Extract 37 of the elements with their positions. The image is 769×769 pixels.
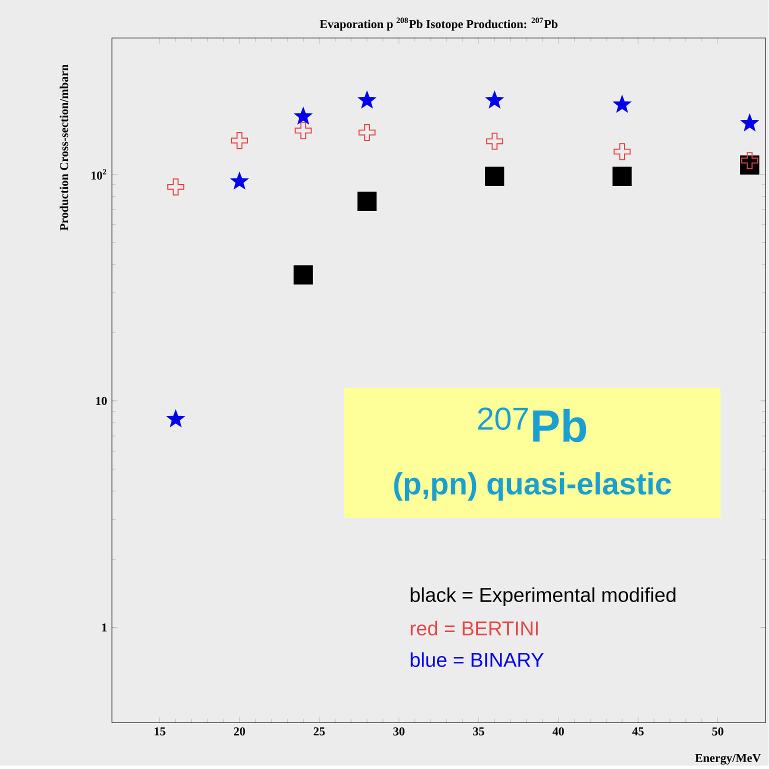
- point: [294, 122, 312, 140]
- point: [358, 192, 377, 211]
- y-tick-label: 10$^{2}$: [92, 169, 106, 180]
- x-tick-label: 25: [314, 727, 325, 736]
- point: [167, 178, 184, 196]
- point: [231, 132, 248, 150]
- point: [486, 132, 504, 150]
- x-tick-label: 50: [712, 727, 724, 736]
- x-tick-label: 20: [234, 727, 246, 736]
- point: [166, 410, 186, 428]
- x-tick-label: 30: [394, 727, 405, 736]
- point: [614, 143, 631, 160]
- text: blue = BINARY: [410, 652, 544, 667]
- text: red = BERTINI: [411, 620, 538, 636]
- y-tick-label: 10: [96, 396, 107, 405]
- annotation: (p,pn) quasi-elastic: [394, 472, 672, 501]
- point: [486, 90, 504, 108]
- point: [294, 106, 313, 124]
- point: [294, 265, 314, 284]
- x-axis-title: Energy/MeV: [695, 754, 761, 765]
- x-tick-label: 40: [552, 727, 564, 736]
- point: [358, 124, 376, 142]
- y-tick-label: 1: [102, 623, 107, 632]
- point: [358, 90, 376, 108]
- chart-title: Evaporation p $^{208}$Pb Isotope Production: $^{207}$Pb: [320, 18, 558, 31]
- x-tick-label: 45: [632, 727, 644, 736]
- point: [740, 114, 760, 132]
- point: [741, 152, 758, 170]
- y-axis-title: Production Cross-section/mbarn: [60, 64, 68, 231]
- point: [612, 166, 632, 186]
- annotation: $^{207}$Pb: [478, 407, 586, 442]
- text: black = Experimental modified: [410, 587, 676, 606]
- x-tick-label: 35: [473, 727, 484, 736]
- point: [230, 172, 249, 190]
- point: [485, 166, 504, 186]
- point: [613, 95, 632, 113]
- x-tick-label: 15: [154, 727, 166, 736]
